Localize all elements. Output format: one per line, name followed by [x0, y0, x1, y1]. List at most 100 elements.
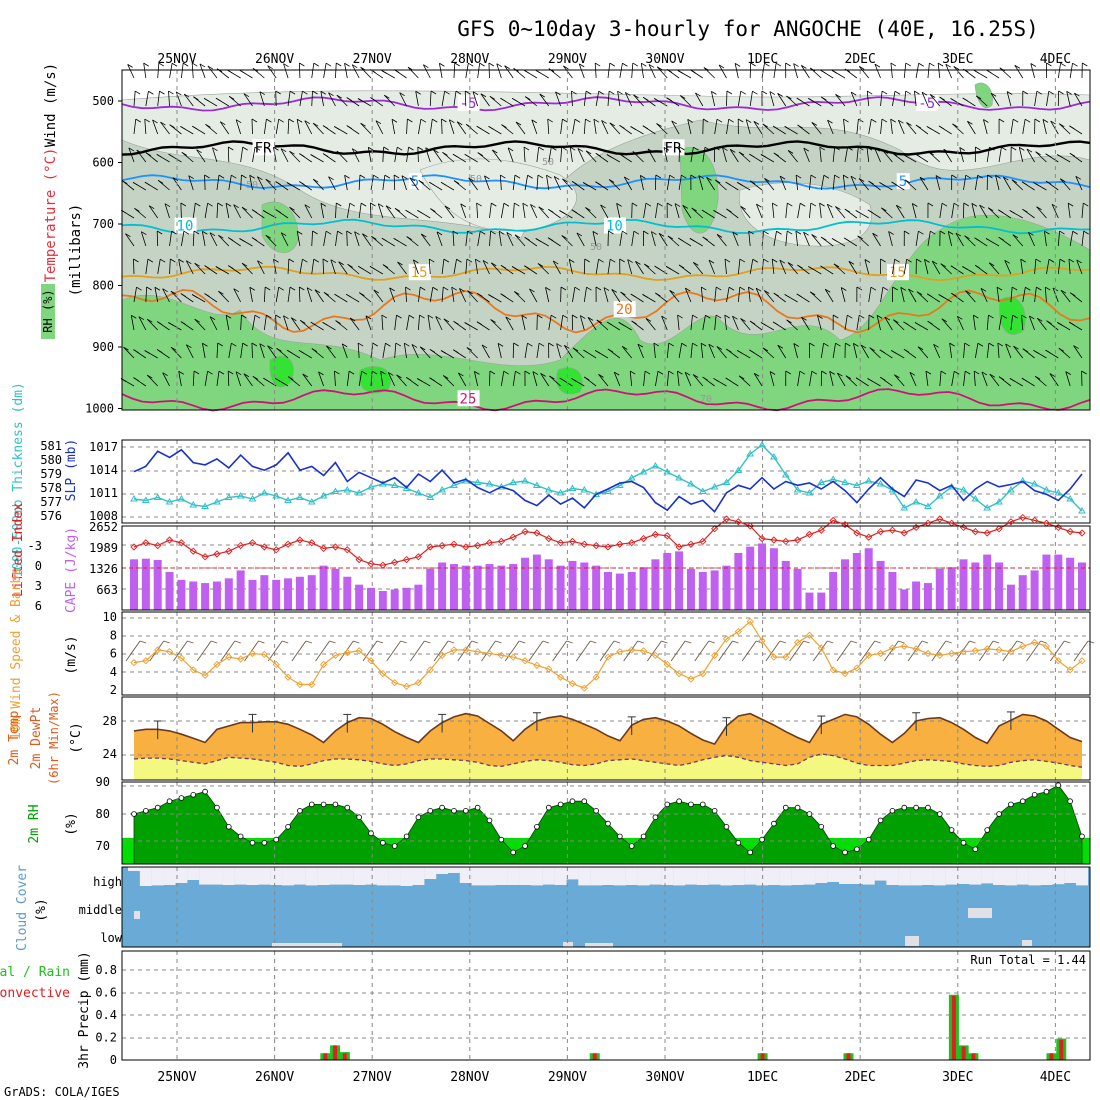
wind-barb — [496, 63, 502, 79]
li-point — [426, 543, 434, 551]
rh-point — [676, 798, 682, 804]
thickness-point — [355, 489, 364, 496]
wind-barb-flag — [560, 286, 567, 291]
wind-barb-flag — [537, 314, 543, 319]
wind-barb-flag — [827, 203, 833, 208]
wind-barb — [330, 259, 336, 275]
upper-air-ytick: 1000 — [85, 402, 114, 416]
wind-barb-flag — [169, 124, 175, 129]
wind-barb-flag — [381, 314, 388, 319]
cape-bar — [390, 589, 399, 610]
wind-barb-flag — [297, 230, 303, 235]
wind-barb — [181, 63, 184, 79]
wind-barb — [716, 234, 727, 247]
wind-barb-flag — [843, 118, 849, 123]
wind-barb — [631, 231, 635, 247]
wind-barb — [180, 202, 182, 219]
wind-barb — [635, 261, 644, 275]
cape-bar — [556, 565, 565, 610]
wind-barb-flag — [302, 90, 308, 95]
rh-point — [368, 830, 374, 836]
wind-barb — [695, 92, 704, 107]
wind-barb-flag — [515, 370, 521, 375]
wind-barb — [809, 175, 812, 191]
wind-barb — [903, 63, 907, 79]
wind-barb — [497, 343, 502, 359]
wind-barb — [1036, 317, 1047, 331]
precip-convective-legend: Convective — [0, 986, 70, 1001]
wind-barb-flag — [617, 90, 623, 95]
wind-barb-flag — [880, 376, 886, 381]
cape-bar — [971, 562, 980, 610]
cloud-high-clear — [673, 867, 686, 886]
wind-barb-flag — [585, 207, 591, 211]
wind-barb — [769, 91, 775, 107]
li-point — [319, 544, 328, 553]
wind-barb-flag — [239, 238, 245, 242]
wind-barb-flag — [522, 202, 529, 207]
wind-barb-flag — [320, 90, 327, 95]
wind-barb — [298, 286, 301, 303]
wind-barb — [358, 203, 362, 219]
wind-barb — [548, 147, 552, 163]
wind-barb — [698, 175, 704, 191]
wind-barb — [429, 119, 433, 135]
wind-barb-flag — [141, 231, 147, 236]
precip-ylabel: 3hr Precip (mm) — [77, 951, 92, 1068]
wind-barb — [690, 315, 693, 331]
li-point — [865, 533, 873, 541]
cape-bar — [438, 562, 447, 610]
wind-barb-flag — [583, 349, 589, 354]
wind-barb — [715, 179, 727, 191]
wind-barb — [465, 231, 469, 247]
wind-barb-flag — [571, 378, 577, 382]
wind-barb-flag — [291, 317, 297, 322]
wind-barb-flag — [876, 315, 883, 319]
wind-barb-flag — [122, 180, 128, 185]
wind-barb-flag — [654, 98, 660, 102]
wind-speed-point — [639, 647, 648, 655]
wind-speed-point — [1066, 666, 1074, 674]
wind-speed-point — [130, 658, 138, 667]
thickness-point — [390, 481, 399, 488]
wind-barb-flag — [393, 174, 400, 179]
wind-barb-flag — [275, 314, 281, 319]
wind-barb — [880, 119, 883, 135]
wind-barb — [1057, 63, 1061, 79]
wind-barb-flag — [1009, 210, 1015, 214]
wind-barb-flag — [1045, 286, 1051, 291]
wind-barb-flag — [466, 258, 473, 263]
wind-barb-flag — [289, 286, 296, 291]
wind-barb-flag — [393, 237, 399, 242]
wind-barb-flag — [464, 322, 470, 326]
wind-speed-point — [876, 649, 885, 658]
wind-barb-flag — [286, 182, 293, 186]
surface-wind-barb-flag — [542, 640, 550, 644]
wind-barb — [959, 147, 964, 163]
wind-barb-flag — [977, 342, 984, 347]
wind-barb-flag — [310, 154, 316, 158]
wind-barb-flag — [368, 146, 374, 151]
cape-bar — [627, 571, 636, 610]
li-point — [936, 515, 944, 523]
li-point — [805, 530, 814, 539]
li-point — [580, 540, 588, 548]
wind-barb-flag — [529, 288, 535, 293]
wind-barb — [296, 231, 301, 247]
wind-barb-flag — [360, 122, 366, 127]
temp-contour-label: 15 — [411, 265, 428, 281]
wind-barb-flag — [786, 319, 792, 324]
surface-wind-barb-flag — [661, 640, 668, 644]
wind-barb-flag — [1058, 347, 1064, 352]
wind-barb-flag — [440, 181, 447, 186]
cape-bar — [449, 564, 458, 610]
wind-barb-flag — [429, 258, 435, 263]
rh-point — [806, 811, 813, 817]
wind-barb-flag — [204, 265, 210, 269]
wind-barb-flag — [547, 118, 553, 123]
cloud-high-clear — [163, 867, 176, 885]
rh-shading — [739, 182, 872, 247]
cloud-high-clear — [874, 867, 887, 881]
wind-barb — [320, 91, 324, 107]
wind-barb — [753, 373, 763, 387]
